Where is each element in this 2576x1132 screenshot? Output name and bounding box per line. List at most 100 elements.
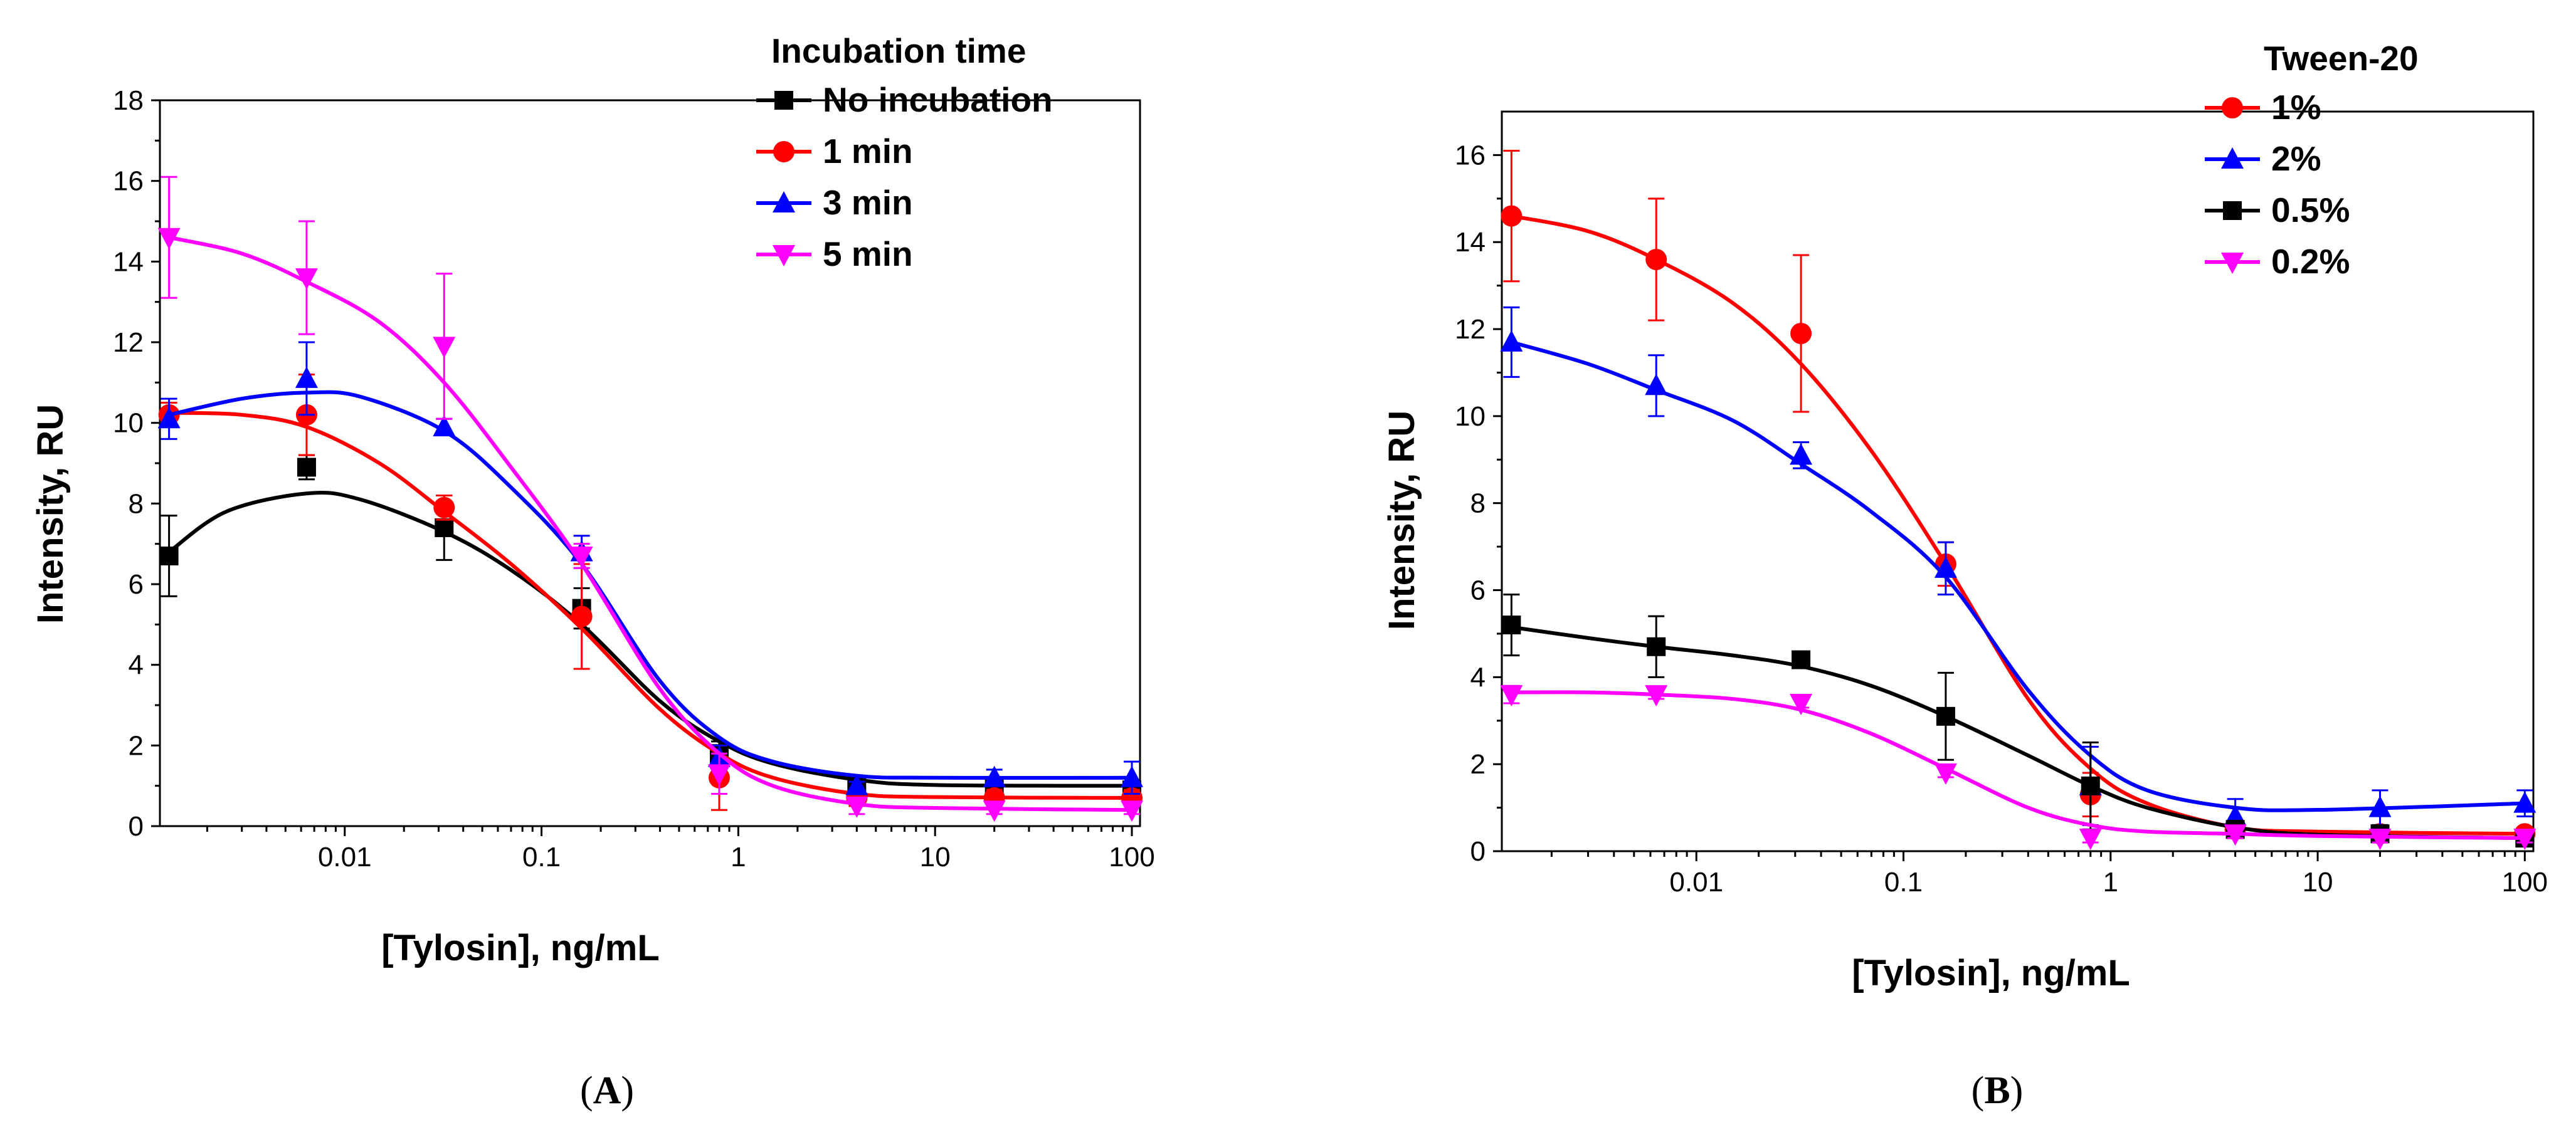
- panel-a-series-no-incubation: [159, 454, 1142, 800]
- panel-a-legend-marker: [773, 191, 795, 212]
- panel-b-legend-marker: [2223, 201, 2242, 220]
- panel-b-data-point: [1790, 694, 1813, 715]
- panel-a-data-point: [1121, 765, 1144, 787]
- panel-b-data-point: [1645, 249, 1667, 270]
- panel-a-data-point: [433, 496, 455, 518]
- panel-b-legend-marker: [2221, 147, 2244, 169]
- panel-a-y-tick-label: 4: [129, 650, 144, 681]
- panel-a-y-tick-label: 8: [129, 488, 144, 519]
- panel-b-x-tick-label: 1: [2103, 867, 2118, 898]
- panel-b-y-axis-label: Intensity, RU: [1381, 411, 1422, 630]
- panel-a-y-tick-label: 18: [113, 85, 144, 116]
- panel-b-y-tick-label: 14: [1455, 227, 1486, 258]
- panel-a-y-tick-label: 6: [129, 569, 144, 600]
- panel-b-legend-marker: [2221, 253, 2244, 274]
- panel-a-fit-curve-5-min: [168, 235, 1132, 812]
- panel-a-y-tick-label: 14: [113, 246, 144, 277]
- panel-a-data-point: [433, 415, 456, 437]
- panel-a-y-tick-label: 12: [113, 327, 144, 358]
- panel-a-data-point: [983, 765, 1006, 787]
- panel-a-data-point: [983, 800, 1006, 822]
- panel-a-series-5-min: [157, 176, 1144, 822]
- panel-b-legend-label: 1%: [2271, 88, 2321, 127]
- panel-a-data-point: [570, 546, 593, 568]
- panel-b-x-axis-label: [Tylosin], ng/mL: [1852, 953, 2130, 993]
- panel-a-x-tick-label: 1: [731, 842, 746, 873]
- panel-b-y-tick-label: 16: [1455, 140, 1486, 170]
- panel-b-legend-marker: [2222, 97, 2243, 118]
- panel-b-y-tick-label: 4: [1470, 662, 1486, 693]
- panel-a-caption: (A): [580, 1069, 634, 1112]
- panel-a-y-tick-label: 10: [113, 408, 144, 439]
- panel-b-chart: 0 2 4 6 8 10 12 14 16 0.01 0.1 1 10 100 1% 2% 0.5% 0.2% […: [1381, 39, 2548, 1112]
- panel-b-y-tick-label: 6: [1470, 575, 1486, 606]
- panel-a-data-point: [157, 407, 181, 429]
- panel-b-data-point: [2368, 795, 2392, 817]
- panel-a-legend: No incubation 1 min 3 min 5 min: [756, 80, 1053, 273]
- panel-a-data-point: [1121, 800, 1144, 822]
- panel-a-y-tick-label: 2: [129, 730, 144, 761]
- panel-a-data-point: [159, 546, 179, 565]
- panel-b-data-point: [1790, 443, 1813, 465]
- panel-b-data-point: [1934, 763, 1957, 785]
- panel-b-fit-curve-1: [1511, 214, 2525, 836]
- panel-b-x-tick-label: 0.01: [1669, 867, 1723, 898]
- panel-a-x-tick-label: 10: [920, 842, 951, 873]
- panel-a-fit-curve-3-min: [168, 390, 1132, 780]
- panel-b-y-tick-label: 2: [1470, 749, 1486, 780]
- panel-b-legend-label: 0.2%: [2271, 242, 2350, 281]
- panel-b-data-point: [2513, 829, 2536, 851]
- panel-a-legend-label: No incubation: [823, 80, 1053, 119]
- panel-a-data-point: [707, 764, 731, 786]
- panel-a-x-tick-label: 100: [1109, 842, 1154, 873]
- panel-a-chart: 0 2 4 6 8 10 12 14 16 18 0.01 0.1 1 10 100 No incubatio…: [30, 31, 1155, 1112]
- panel-b-y-tick-label: 0: [1470, 836, 1486, 867]
- panel-a-legend-title: Incubation time: [771, 31, 1026, 70]
- panel-a-data-point: [295, 268, 318, 290]
- panel-a-legend-label: 5 min: [823, 234, 913, 273]
- panel-b-y-tick-label: 10: [1455, 401, 1486, 432]
- panel-a-data-point: [845, 796, 868, 818]
- panel-b-data-point: [1645, 685, 1668, 707]
- panel-b-data-point: [1502, 616, 1521, 635]
- panel-a-x-tick-label: 0.01: [318, 842, 372, 873]
- panel-b-fit-curve-0-5: [1511, 625, 2525, 841]
- panel-a-fit-curve-no-incubation: [167, 490, 1132, 788]
- panel-a-legend-marker: [773, 141, 794, 162]
- panel-b-caption: (B): [1972, 1069, 2024, 1112]
- panel-b-series-1: [1501, 149, 2536, 845]
- panel-b-data-point: [2081, 776, 2100, 795]
- panel-b-fit-curve-2: [1511, 340, 2525, 812]
- panel-a-data-point: [297, 458, 316, 477]
- panel-a-y-tick-label: 0: [129, 811, 144, 842]
- panel-b-y-tick-label: 12: [1455, 314, 1486, 345]
- panel-b-caption-letter: B: [1984, 1069, 2010, 1112]
- panel-a-data-point: [845, 773, 868, 795]
- panel-a-legend-marker: [773, 245, 795, 266]
- panel-a-x-axis-label: [Tylosin], ng/mL: [381, 928, 660, 968]
- panel-b-data-point: [1790, 323, 1812, 344]
- panel-a-y-axis-label: Intensity, RU: [30, 404, 71, 624]
- panel-b-y-tick-label: 8: [1470, 488, 1486, 519]
- panel-b-data-point: [2368, 829, 2392, 851]
- panel-b-data-point: [2224, 824, 2247, 846]
- panel-b-legend: 1% 2% 0.5% 0.2%: [2205, 88, 2350, 281]
- panel-a-data-point: [433, 337, 456, 359]
- panel-b-data-point: [1936, 706, 1955, 726]
- panel-b-data-point: [1500, 685, 1523, 707]
- panel-a-fit-curve-1-min: [169, 411, 1132, 800]
- panel-b-x-tick-label: 100: [2502, 867, 2548, 898]
- panel-b-data-point: [1500, 330, 1523, 352]
- panel-a-data-point: [435, 518, 454, 537]
- panel-b-series-2: [1500, 306, 2536, 835]
- panel-b-data-point: [1647, 637, 1666, 656]
- panel-a-data-point: [571, 605, 593, 627]
- panel-b-data-point: [1792, 650, 1811, 669]
- panel-b-data-point: [1934, 556, 1957, 578]
- panel-b-data-point: [1645, 374, 1668, 396]
- panel-a-x-tick-label: 0.1: [522, 842, 561, 873]
- panel-b-legend-label: 0.5%: [2271, 191, 2350, 229]
- panel-b-series-0-2: [1500, 684, 2536, 851]
- panel-a-data-point: [295, 366, 318, 388]
